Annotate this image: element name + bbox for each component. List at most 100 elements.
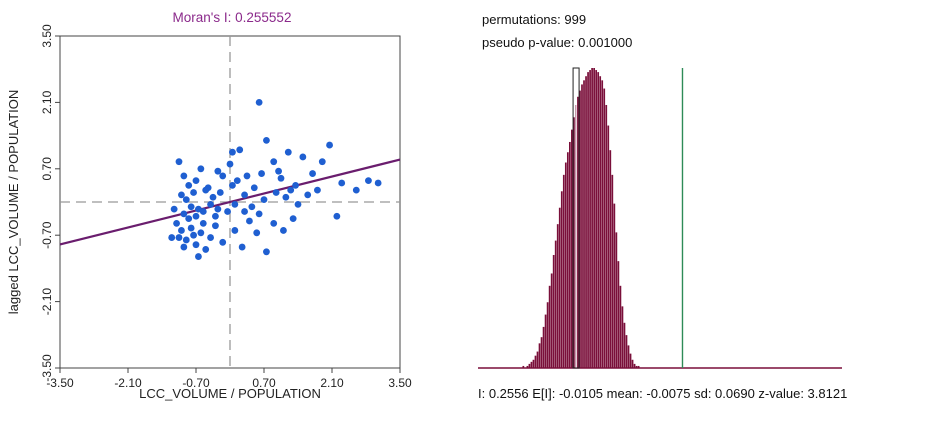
- y-tick-label: 2.10: [40, 90, 54, 114]
- scatter-point: [333, 212, 341, 220]
- histogram-bar: [593, 68, 595, 368]
- scatter-point: [260, 196, 268, 204]
- histogram-bar: [625, 335, 628, 368]
- scatter-point: [326, 141, 333, 149]
- scatter-point: [289, 215, 297, 223]
- scatter-point: [199, 219, 207, 227]
- scatter-point: [280, 227, 287, 234]
- histogram-bar: [544, 314, 547, 368]
- x-tick-label: 3.50: [388, 376, 412, 390]
- histogram-bar: [528, 363, 531, 368]
- histogram-bar: [607, 125, 610, 369]
- scatter-point: [219, 172, 227, 180]
- scatter-point: [255, 210, 263, 218]
- x-tick-label: -2.10: [114, 376, 142, 390]
- histogram-bar: [617, 261, 620, 368]
- scatter-point: [292, 182, 299, 189]
- scatter-point: [270, 158, 278, 166]
- scatter-point: [233, 177, 241, 185]
- histogram-bar: [562, 174, 565, 368]
- scatter-point: [309, 170, 316, 177]
- histogram-bar: [569, 141, 571, 368]
- histogram-bar: [635, 365, 638, 368]
- scatter-point: [190, 189, 197, 196]
- scatter-point: [180, 210, 188, 218]
- x-axis-ticks: -3.50 -2.10 -0.70 0.70 2.10 3.50: [46, 368, 412, 390]
- histogram-bar: [615, 232, 618, 368]
- scatter-point: [185, 182, 193, 189]
- scatter-point: [212, 222, 219, 230]
- x-tick-label: -3.50: [46, 376, 74, 390]
- scatter-point: [192, 177, 200, 185]
- histogram-bar: [605, 104, 608, 368]
- x-axis-label: LCC_VOLUME / POPULATION: [139, 386, 321, 401]
- scatter-point: [229, 182, 236, 189]
- histogram-bar: [526, 365, 529, 368]
- y-axis-ticks: -3.50 -2.10 -0.70 0.70 2.10 3.50: [40, 24, 60, 382]
- histogram-bar: [611, 174, 614, 368]
- histogram-bar: [560, 191, 563, 368]
- scatter-point: [197, 165, 205, 173]
- histogram-bar: [595, 70, 598, 368]
- y-tick-label: -0.70: [40, 221, 54, 249]
- permutations-label: permutations: 999: [482, 12, 586, 27]
- histogram-bar: [530, 361, 533, 368]
- histogram-bar: [564, 162, 567, 368]
- scatter-point: [304, 191, 312, 199]
- scatter-point: [224, 208, 231, 215]
- histogram-bar: [554, 240, 557, 368]
- scatter-point: [365, 177, 372, 185]
- histogram-bars: [522, 68, 640, 369]
- scatter-point: [202, 246, 210, 253]
- scatter-point: [195, 253, 202, 260]
- scatter-point: [241, 191, 248, 199]
- statistics-label: I: 0.2556 E[I]: -0.0105 mean: -0.0075 sd…: [478, 386, 847, 401]
- histogram-bar: [623, 322, 626, 368]
- histogram-bar: [585, 76, 587, 368]
- scatter-point: [250, 184, 258, 192]
- scatter-point: [175, 234, 183, 241]
- histogram-bar: [613, 203, 616, 368]
- histogram-bar: [579, 90, 581, 369]
- scatter-point: [263, 136, 270, 144]
- histogram-bar: [627, 345, 630, 368]
- scatter-point: [236, 146, 244, 154]
- scatter-point: [180, 172, 188, 180]
- histogram-bar: [583, 80, 585, 368]
- histogram-bar: [546, 302, 549, 368]
- scatter-point: [238, 243, 246, 251]
- scatter-point: [246, 217, 253, 225]
- histogram-bar: [534, 355, 537, 368]
- histogram-bar: [536, 351, 539, 368]
- scatter-point: [185, 215, 193, 223]
- histogram-bar: [538, 343, 541, 368]
- scatter-point: [284, 148, 292, 156]
- scatter-point: [197, 229, 205, 237]
- scatter-point: [318, 158, 326, 166]
- scatter-point: [212, 212, 219, 220]
- histogram-bar: [637, 365, 640, 368]
- pseudo-p-value-label: pseudo p-value: 0.001000: [482, 35, 632, 50]
- scatter-point: [226, 160, 234, 168]
- scatter-point: [314, 186, 321, 194]
- scatter-point: [216, 189, 224, 196]
- scatter-point: [190, 231, 197, 239]
- scatter-point: [231, 200, 239, 208]
- y-tick-label: -3.50: [40, 354, 54, 382]
- y-tick-label: -2.10: [40, 288, 54, 316]
- scatter-point: [299, 153, 307, 161]
- histogram-bar: [566, 152, 569, 368]
- permutation-histogram: permutations: 999 pseudo p-value: 0.0010…: [478, 12, 847, 401]
- scatter-point: [173, 219, 180, 227]
- scatter-point: [231, 227, 239, 234]
- x-tick-label: 0.70: [252, 376, 276, 390]
- histogram-bar: [591, 68, 593, 368]
- scatter-point: [204, 184, 212, 192]
- histogram-bar: [552, 254, 555, 368]
- histogram-bar: [577, 96, 579, 368]
- histogram-bar: [587, 72, 589, 368]
- histogram-bar: [550, 273, 553, 368]
- scatter-point: [214, 205, 222, 213]
- histogram-bar: [548, 285, 551, 368]
